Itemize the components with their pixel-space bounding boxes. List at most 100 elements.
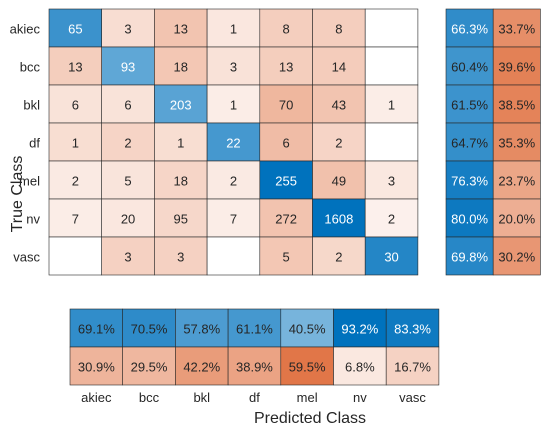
matrix-cell: [312, 84, 366, 124]
matrix-cell-value: 2: [124, 136, 131, 151]
matrix-cell-value: 3: [177, 250, 184, 265]
matrix-cell: [364, 198, 419, 238]
matrix-cell-value: 3: [124, 22, 131, 37]
matrix-cell: [364, 8, 419, 48]
row-summary-correct-cell: [445, 236, 494, 276]
matrix-cell: [48, 8, 103, 48]
matrix-cell: [154, 160, 208, 200]
row-summary-incorrect-cell: [492, 8, 541, 48]
row-summary-correct-value: 76.3%: [451, 174, 488, 189]
x-axis-label: Predicted Class: [254, 410, 366, 427]
matrix-cell-value: 18: [174, 174, 188, 189]
column-summary-incorrect-value: 6.8%: [345, 360, 375, 375]
matrix-cell-value: 2: [335, 136, 342, 151]
matrix-cell: [364, 122, 419, 162]
column-summary-correct-value: 69.1%: [78, 322, 115, 337]
column-summary-incorrect-value: 16.7%: [394, 360, 431, 375]
matrix-cell: [312, 122, 366, 162]
row-summary-correct-value: 61.5%: [451, 98, 488, 113]
matrix-cell-value: 95: [174, 212, 188, 227]
matrix-cell-value: 2: [72, 174, 79, 189]
column-tick-label: df: [249, 390, 260, 405]
row-summary-correct-value: 66.3%: [451, 22, 488, 37]
matrix-cell-value: 1608: [324, 212, 353, 227]
matrix-cell: [259, 236, 313, 276]
row-tick-label: vasc: [13, 250, 40, 265]
matrix-cell-value: 1: [72, 136, 79, 151]
matrix-cell: [154, 236, 208, 276]
matrix-cell-value: 6: [124, 98, 131, 113]
matrix-cell-value: 18: [174, 60, 188, 75]
matrix-cell: [259, 84, 313, 124]
column-summary-incorrect-cell: [122, 346, 176, 386]
column-summary-incorrect-cell: [385, 346, 440, 386]
matrix-cell-value: 1: [230, 22, 237, 37]
matrix-cell-value: 272: [275, 212, 297, 227]
row-summary-incorrect-cell: [492, 236, 541, 276]
matrix-cell-value: 43: [332, 98, 346, 113]
row-summary-correct-value: 64.7%: [451, 136, 488, 151]
column-labels: akiec bcc bkl df mel nv vasc: [81, 390, 426, 405]
row-summary-correct-value: 60.4%: [451, 60, 488, 75]
matrix-cell-value: 6: [283, 136, 290, 151]
matrix-cell: [48, 122, 103, 162]
matrix-cell-value: 30: [384, 250, 398, 265]
matrix-cell: [206, 122, 261, 162]
column-summary-correct-cell: [122, 308, 176, 348]
matrix-cell: [101, 46, 155, 86]
matrix-cell-value: 70: [279, 98, 293, 113]
matrix-cell: [259, 8, 313, 48]
column-tick-label: bkl: [193, 390, 210, 405]
matrix-cell: [364, 236, 419, 276]
row-summary-correct-value: 69.8%: [451, 250, 488, 265]
row-summary-incorrect-cell: [492, 160, 541, 200]
column-summary-incorrect-value: 30.9%: [78, 360, 115, 375]
matrix-cell-value: 7: [230, 212, 237, 227]
matrix-cell-value: 1: [177, 136, 184, 151]
matrix-cell: [101, 236, 155, 276]
row-summary-incorrect-value: 38.5%: [498, 98, 535, 113]
matrix-cell-value: 49: [332, 174, 346, 189]
row-summary-incorrect-value: 23.7%: [498, 174, 535, 189]
matrix-cell: [312, 198, 366, 238]
matrix-cell-value: 13: [174, 22, 188, 37]
matrix-cell-value: 3: [124, 250, 131, 265]
column-tick-label: akiec: [81, 390, 112, 405]
column-summary-incorrect-value: 29.5%: [131, 360, 168, 375]
row-summary-correct-cell: [445, 198, 494, 238]
row-summary-incorrect-value: 20.0%: [498, 212, 535, 227]
matrix-cell: [259, 198, 313, 238]
column-summary-incorrect-cell: [333, 346, 387, 386]
matrix-cell-value: 6: [72, 98, 79, 113]
matrix-cell: [206, 198, 261, 238]
matrix-cell-value: 2: [335, 250, 342, 265]
row-summary-incorrect-cell: [492, 198, 541, 238]
matrix-cell: [312, 8, 366, 48]
matrix-cell-value: 13: [68, 60, 82, 75]
matrix-cell: [101, 84, 155, 124]
matrix-cell-value: 65: [68, 22, 82, 37]
main-matrix: 65 3 13 1 8 813 93 18 3 13 146 6 203 1 70 43 11 2 1 22 6 22 5 1…: [48, 8, 419, 276]
matrix-cell-value: 7: [72, 212, 79, 227]
column-tick-label: vasc: [399, 390, 426, 405]
row-summary-incorrect-value: 39.6%: [498, 60, 535, 75]
matrix-cell: [206, 8, 261, 48]
column-summary-correct-value: 70.5%: [131, 322, 168, 337]
column-summary-incorrect-value: 38.9%: [236, 360, 273, 375]
matrix-cell-value: 1: [388, 98, 395, 113]
column-summary-incorrect-cell: [227, 346, 282, 386]
matrix-cell: [101, 122, 155, 162]
matrix-cell: [48, 84, 103, 124]
column-summary-correct-cell: [280, 308, 334, 348]
column-tick-label: bcc: [139, 390, 160, 405]
row-summary-correct-cell: [445, 160, 494, 200]
matrix-cell-value: 1: [230, 98, 237, 113]
matrix-cell: [312, 160, 366, 200]
row-labels: akiec bcc bkl df mel nv vasc: [10, 22, 41, 265]
column-tick-label: mel: [297, 390, 318, 405]
matrix-cell: [206, 236, 261, 276]
row-summary-correct-cell: [445, 46, 494, 86]
matrix-cell-value: 8: [283, 22, 290, 37]
column-summary-correct-value: 40.5%: [289, 322, 326, 337]
